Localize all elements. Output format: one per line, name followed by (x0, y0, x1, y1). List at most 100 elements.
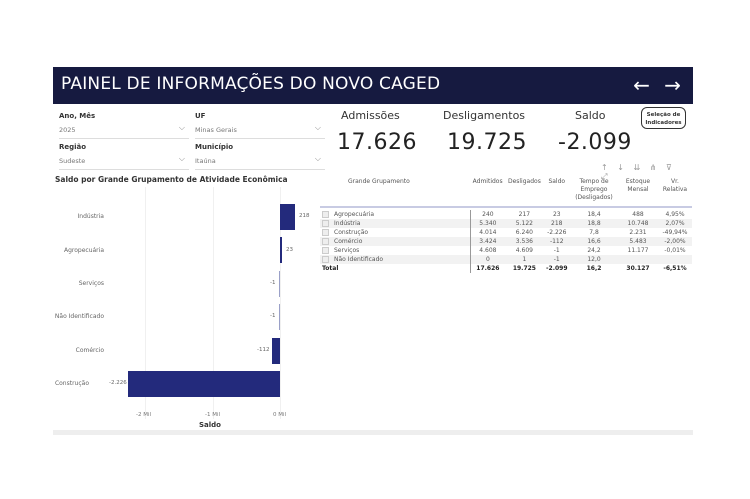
cell: 4.609 (515, 247, 533, 254)
cell: -0,01% (664, 247, 686, 254)
x-tick: -1 Mil (205, 412, 221, 418)
slicer-dropdown[interactable]: Sudeste ⌵ (59, 154, 189, 170)
table-header-row: Grande Grupamento Admitidos Desligados S… (320, 178, 692, 207)
table-row[interactable]: Agropecuária 240 217 23 18,4 488 4,95% (320, 210, 692, 219)
category-label: Indústria (77, 213, 104, 220)
cell: 6.240 (515, 229, 533, 236)
drill-up-icon[interactable]: ↑ (601, 163, 608, 172)
grande-grupamento-matrix: Grande Grupamento Admitidos Desligados S… (320, 178, 692, 273)
slicer-ano-mes[interactable]: Ano, Mês 2025 ⌵ (59, 112, 189, 139)
table-row[interactable]: Construção 4.014 6.240 -2.226 7,8 2.231 … (320, 228, 692, 237)
table-row[interactable]: Não Identificado 0 1 -1 12,0 (320, 255, 692, 264)
cell: 2,07% (658, 219, 692, 228)
column-header[interactable]: Tempo de Emprego (Desligados) (575, 178, 613, 201)
cell: 2.231 (629, 229, 647, 236)
table-row[interactable]: Comércio 3.424 3.536 -112 16,6 5.483 -2,… (320, 237, 692, 246)
category-label: Construção (54, 380, 89, 387)
bar-nao-identificado[interactable] (279, 304, 280, 330)
cell: 4.608 (479, 247, 497, 254)
table-toolbar: ↑ ↓ ⇊ ⋔ ⊽ ⤢ (601, 163, 693, 182)
header-bar: PAINEL DE INFORMAÇÕES DO NOVO CAGED ← → (53, 67, 693, 104)
bar-value-label: -112 (257, 347, 270, 353)
cell: -2.226 (547, 229, 567, 236)
row-label: Serviços (334, 247, 360, 254)
slicer-dropdown[interactable]: Minas Gerais ⌵ (195, 123, 325, 139)
table-row[interactable]: Serviços 4.608 4.609 -1 24,2 11.177 -0,0… (320, 246, 692, 255)
cell: -2,00% (658, 237, 692, 246)
cell: 5.483 (618, 237, 658, 246)
chevron-down-icon[interactable]: ⌵ (178, 154, 185, 163)
category-label: Serviços (78, 280, 104, 287)
cell: 0 (470, 255, 506, 264)
column-header[interactable]: Admitidos (472, 178, 503, 185)
page-bottom-bar (53, 430, 693, 435)
table-row[interactable]: Indústria 5.340 5.122 218 18,8 10.748 2,… (320, 219, 692, 228)
chevron-down-icon[interactable]: ⌵ (178, 123, 185, 132)
chart-title: Saldo por Grande Grupamento de Atividade… (55, 175, 288, 184)
cell: 23 (552, 211, 561, 218)
cell: 1 (505, 255, 544, 264)
slicer-value: 2025 (59, 126, 76, 134)
bar-servicos[interactable] (279, 271, 280, 297)
cell (618, 255, 658, 264)
slicer-dropdown[interactable]: 2025 ⌵ (59, 123, 189, 139)
cell: 240 (482, 211, 494, 218)
slicer-dropdown[interactable]: Itaúna ⌵ (195, 154, 325, 170)
bar-value-label: 218 (299, 213, 310, 219)
button-label-line2: Indicadores (645, 120, 682, 126)
row-label: Não Identificado (334, 256, 384, 263)
column-header[interactable]: Estoque Mensal (625, 178, 651, 193)
cell: 10.748 (618, 219, 658, 228)
row-label: Construção (334, 229, 369, 236)
forward-arrow-icon[interactable]: → (664, 73, 681, 97)
slicer-municipio[interactable]: Município Itaúna ⌵ (195, 143, 325, 170)
gridline (280, 187, 281, 419)
expand-hierarchy-icon[interactable]: ⋔ (649, 163, 657, 172)
bar-comercio[interactable] (272, 338, 280, 364)
slicer-value: Sudeste (59, 157, 86, 165)
bar-value-label: -2.226 (109, 380, 127, 386)
kpi-value-saldo: -2.099 (558, 130, 632, 155)
expand-icon[interactable] (322, 229, 329, 236)
row-label: Comércio (334, 238, 363, 245)
bar-agropecuaria[interactable] (280, 237, 282, 263)
slicer-value: Itaúna (195, 157, 216, 165)
expand-icon[interactable] (322, 247, 329, 254)
cell: 19.725 (512, 265, 536, 272)
cell: 3.536 (505, 237, 544, 246)
expand-icon[interactable] (322, 211, 329, 218)
selecao-indicadores-button[interactable]: Seleção de Indicadores (641, 107, 686, 129)
slicer-uf[interactable]: UF Minas Gerais ⌵ (195, 112, 325, 139)
x-tick: -2 Mil (136, 412, 152, 418)
cell: 30.127 (626, 265, 650, 272)
column-header[interactable]: Saldo (548, 178, 566, 185)
kpi-label-desligamentos: Desligamentos (443, 109, 526, 122)
drill-down-icon[interactable]: ↓ (617, 163, 624, 172)
page-title: PAINEL DE INFORMAÇÕES DO NOVO CAGED (61, 74, 441, 94)
row-label: Indústria (334, 220, 361, 227)
button-label-line1: Seleção de (646, 112, 681, 118)
bar-industria[interactable] (280, 204, 295, 230)
column-header[interactable]: Grande Grupamento (348, 178, 410, 185)
expand-all-down-icon[interactable]: ⇊ (633, 163, 641, 172)
back-arrow-icon[interactable]: ← (633, 73, 650, 97)
bar-construcao[interactable] (128, 371, 280, 397)
slicer-regiao[interactable]: Região Sudeste ⌵ (59, 143, 189, 170)
report-canvas: PAINEL DE INFORMAÇÕES DO NOVO CAGED ← → … (53, 67, 693, 437)
expand-icon[interactable] (322, 256, 329, 263)
cell: -1 (553, 247, 560, 254)
focus-mode-icon[interactable]: ⤢ (601, 172, 608, 181)
slicer-label: Região (59, 143, 87, 151)
cell: 11.177 (627, 247, 649, 254)
column-header[interactable]: Desligados (507, 178, 541, 185)
filter-icon[interactable]: ⊽ (666, 163, 672, 172)
expand-icon[interactable] (322, 220, 329, 227)
expand-icon[interactable] (322, 238, 329, 245)
chevron-down-icon[interactable]: ⌵ (314, 123, 321, 132)
cell: 217 (518, 211, 531, 218)
column-header[interactable]: Vr. Relativa (662, 178, 688, 193)
header-separator (320, 206, 692, 210)
chevron-down-icon[interactable]: ⌵ (314, 154, 321, 163)
cell: 24,2 (587, 247, 601, 254)
cell: -49,94% (662, 229, 688, 236)
